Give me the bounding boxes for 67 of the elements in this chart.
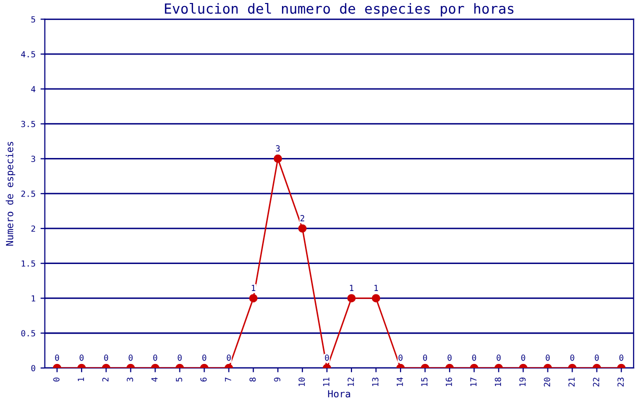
data-label: 1 (252, 284, 256, 291)
x-tick-label: 19 (519, 378, 526, 386)
data-label: 0 (448, 354, 452, 361)
x-tick-label: 20 (544, 378, 550, 386)
data-label: 0 (104, 354, 108, 361)
x-tick-label: 14 (396, 377, 403, 386)
y-tick-label: 1.5 (22, 260, 36, 267)
data-label: 0 (55, 354, 60, 361)
x-tick-label: 1 (78, 378, 84, 382)
x-tick-label: 8 (249, 378, 256, 382)
y-tick-label: 3.5 (21, 120, 36, 128)
point (298, 224, 307, 233)
point (274, 154, 282, 163)
data-label: 0 (153, 354, 158, 361)
x-tick-label: 9 (274, 378, 280, 382)
y-axis-title: Numero de especies (6, 142, 16, 246)
y-tick-label: 5 (31, 16, 36, 23)
x-tick-label: 23 (617, 378, 624, 386)
data-label: 0 (80, 354, 84, 361)
y-tick-label: 0.5 (21, 330, 36, 336)
data-label: 0 (472, 354, 476, 361)
x-tick-label: 15 (421, 378, 428, 386)
chart-title: Evolucion del numero de especies por horas (164, 3, 514, 17)
data-label: 0 (398, 354, 402, 361)
x-tick-label: 4 (151, 377, 158, 382)
y-tick-label: 2 (31, 225, 36, 232)
point (372, 294, 380, 302)
x-tick-label: 2 (102, 378, 108, 382)
data-label: 0 (178, 354, 182, 361)
data-label: 0 (226, 354, 231, 361)
x-tick-label: 11 (323, 378, 330, 386)
point (249, 294, 258, 302)
x-tick-label: 3 (126, 378, 134, 382)
y-tick-label: 1 (32, 295, 36, 302)
x-tick-label: 10 (298, 378, 305, 386)
x-tick-label: 17 (470, 378, 476, 386)
data-label: 0 (521, 354, 526, 361)
x-tick-label: 18 (494, 378, 502, 386)
data-label: 0 (496, 354, 501, 361)
y-tick-label: 0 (31, 365, 36, 372)
x-tick-label: 13 (372, 378, 378, 386)
x-tick-label: 21 (568, 378, 575, 386)
data-label: 0 (324, 354, 329, 361)
x-tick-label: 0 (53, 378, 60, 382)
y-tick-label: 2.5 (21, 190, 36, 197)
y-tick-label: 4.5 (21, 51, 36, 58)
data-label: 0 (202, 354, 206, 361)
data-label: 1 (350, 284, 354, 291)
y-tick-label: 4 (31, 86, 36, 92)
x-tick-label: 6 (200, 378, 207, 382)
x-tick-label: 16 (446, 378, 452, 386)
point (347, 294, 356, 302)
x-tick-label: 7 (225, 378, 232, 382)
data-label: 0 (619, 354, 624, 361)
data-label: 0 (546, 354, 550, 361)
x-axis-title: Hora (328, 390, 350, 398)
data-label: 0 (423, 354, 428, 361)
data-label: 3 (276, 145, 280, 152)
data-label: 0 (128, 354, 133, 361)
data-label: 1 (374, 284, 378, 291)
data-label: 2 (300, 215, 304, 222)
data-label: 0 (594, 354, 599, 361)
x-tick-label: 22 (592, 378, 600, 386)
y-tick-label: 3 (31, 156, 36, 162)
data-label: 0 (570, 354, 574, 361)
x-tick-label: 5 (176, 378, 182, 382)
x-tick-label: 12 (348, 378, 354, 386)
